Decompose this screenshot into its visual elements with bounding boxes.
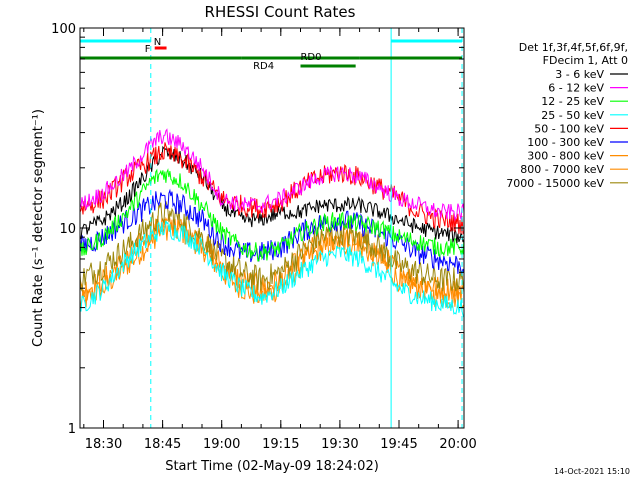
legend-entry-label-2: 12 - 25 keV [541,95,604,108]
y-tick-label-0: 1 [68,422,76,437]
legend: Det 1f,3f,4f,5f,6f,9f, FDecim 1, Att 0 3… [506,41,628,190]
state-bar-label-f: F [145,44,151,55]
legend-entry-label-7: 800 - 7000 keV [520,163,604,176]
x-tick-label-5: 19:45 [380,437,417,452]
legend-entry-label-1: 6 - 12 keV [548,82,604,95]
legend-header-line-2: FDecim 1, Att 0 [543,54,628,67]
legend-entry-label-6: 300 - 800 keV [527,150,604,163]
legend-entry-label-4: 50 - 100 keV [534,122,604,135]
series-line-0 [79,145,465,244]
state-bar-label-rd4: RD4 [253,61,274,72]
x-tick-label-1: 18:45 [144,437,181,452]
state-bar-label-rd0: RD0 [300,52,321,63]
x-tick-label-0: 18:30 [85,437,122,452]
axes-layer: 18:30 18:45 19:00 19:15 19:30 19:45 20:00 1 10 10… [51,22,477,452]
legend-entry-label-5: 100 - 300 keV [527,136,604,149]
legend-header-line-1: Det 1f,3f,4f,5f,6f,9f, [519,41,628,54]
x-tick-label-4: 19:30 [321,437,358,452]
x-tick-label-3: 19:15 [262,437,299,452]
x-tick-label-6: 20:00 [439,437,476,452]
legend-entry-label-8: 7000 - 15000 keV [506,177,604,190]
state-bar-label-n: N [154,37,161,48]
y-tick-label-1: 10 [59,222,76,237]
x-axis-label: Start Time (02-May-09 18:24:02) [165,459,379,474]
series-line-8 [79,201,465,293]
y-tick-label-2: 100 [51,22,76,37]
x-tick-label-2: 19:00 [203,437,240,452]
series-line-3 [79,220,465,318]
chart-title: RHESSI Count Rates [205,3,356,21]
legend-entry-label-3: 25 - 50 keV [541,109,604,122]
plot-layer: NF RD0 RD4 [79,28,465,428]
legend-entry-label-0: 3 - 6 keV [555,68,604,81]
series-line-2 [79,168,465,262]
timestamp-label: 14-Oct-2021 15:10 [554,467,630,476]
y-axis-label: Count Rate (s⁻¹ detector segment⁻¹) [31,109,46,347]
series-line-1 [79,128,465,222]
